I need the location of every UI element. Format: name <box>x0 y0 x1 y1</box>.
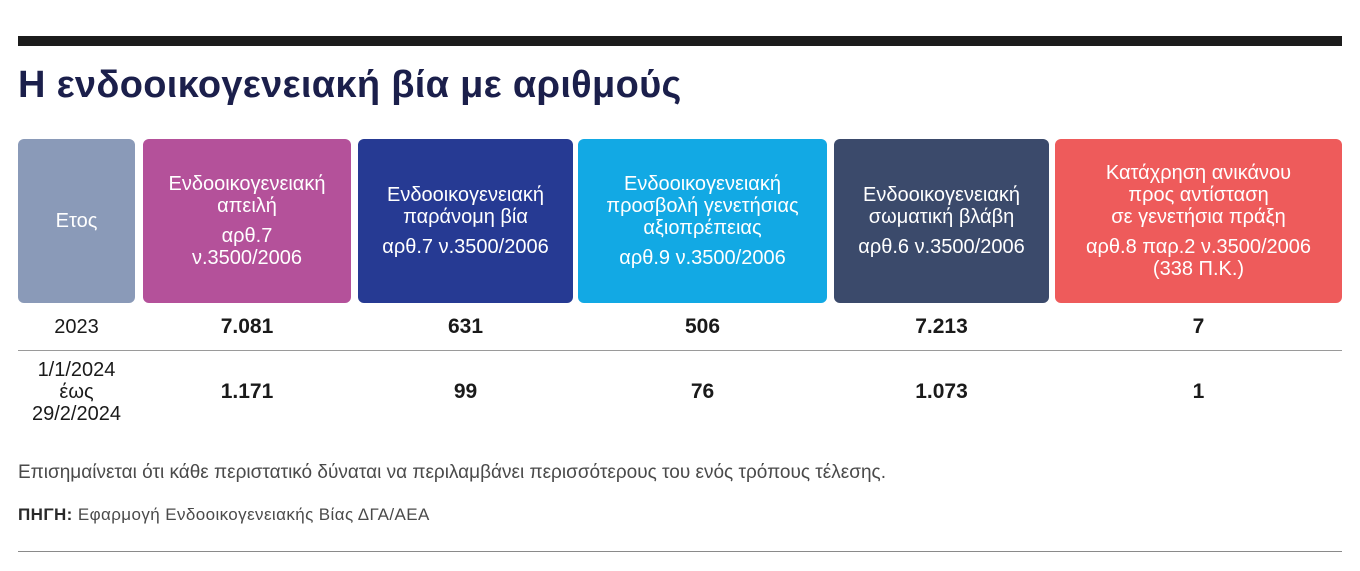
source-text: Εφαρμογή Ενδοοικογενειακής Βίας ΔΓΑ/ΑΕΑ <box>77 505 430 524</box>
chart-title: Η ενδοοικογενειακή βία με αριθμούς <box>18 64 682 106</box>
header-label: Ενδοοικογενειακή απειλή <box>168 173 326 217</box>
value-cell: 76 <box>690 380 715 403</box>
header-article: αρθ.6 ν.3500/2006 <box>858 236 1025 258</box>
source-line: ΠΗΓΗ: Εφαρμογή Ενδοοικογενειακής Βίας ΔΓ… <box>18 505 430 525</box>
header-label: Ετος <box>55 210 98 232</box>
value-cell: 7.081 <box>220 315 274 338</box>
period-cell: 1/1/2024 έως 29/2/2024 <box>32 359 121 425</box>
header-cell-unlawful-violence: Ενδοοικογενειακή παράνομη βία αρθ.7 ν.35… <box>358 139 573 303</box>
table-header-row: Ετος Ενδοοικογενειακή απειλή αρθ.7 ν.350… <box>0 139 1360 303</box>
source-label: ΠΗΓΗ: <box>18 505 73 524</box>
row-divider <box>18 350 1342 351</box>
header-cell-year: Ετος <box>18 139 135 303</box>
value-cell: 1.171 <box>220 380 274 403</box>
header-label: Ενδοοικογενειακή σωματική βλάβη <box>862 184 1020 228</box>
bottom-rule <box>18 551 1342 552</box>
header-article: αρθ.7 ν.3500/2006 <box>382 236 549 258</box>
footnote: Επισημαίνεται ότι κάθε περιστατικό δύνατ… <box>18 462 886 483</box>
header-label: Ενδοοικογενειακή παράνομη βία <box>386 184 544 228</box>
table-row: 2023 7.081 631 506 7.213 7 <box>0 304 1360 350</box>
value-cell: 99 <box>453 380 478 403</box>
header-cell-threat: Ενδοοικογενειακή απειλή αρθ.7 ν.3500/200… <box>143 139 351 303</box>
header-article: αρθ.7 ν.3500/2006 <box>191 225 303 269</box>
value-cell: 7 <box>1192 315 1205 338</box>
header-cell-sexual-dignity: Ενδοοικογενειακή προσβολή γενετήσιας αξι… <box>578 139 827 303</box>
top-rule <box>18 36 1342 46</box>
table-row: 1/1/2024 έως 29/2/2024 1.171 99 76 1.073… <box>0 351 1360 433</box>
header-article: αρθ.8 παρ.2 ν.3500/2006 (338 Π.Κ.) <box>1085 236 1312 280</box>
header-article: αρθ.9 ν.3500/2006 <box>619 247 786 269</box>
value-cell: 1.073 <box>915 380 968 403</box>
value-cell: 631 <box>447 315 484 338</box>
value-cell: 7.213 <box>915 315 968 338</box>
header-label: Ενδοοικογενειακή προσβολή γενετήσιας αξι… <box>606 173 799 239</box>
header-cell-bodily-harm: Ενδοοικογενειακή σωματική βλάβη αρθ.6 ν.… <box>834 139 1049 303</box>
period-cell: 2023 <box>54 316 99 338</box>
header-label: Κατάχρηση ανικάνου προς αντίσταση σε γεν… <box>1105 162 1292 228</box>
value-cell: 1 <box>1192 380 1205 403</box>
header-cell-abuse-incapacity: Κατάχρηση ανικάνου προς αντίσταση σε γεν… <box>1055 139 1342 303</box>
value-cell: 506 <box>684 315 721 338</box>
